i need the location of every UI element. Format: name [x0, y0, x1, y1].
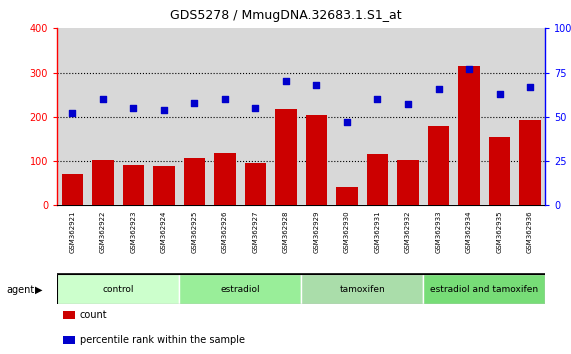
Bar	[57, 274, 179, 304]
Point	[525, 84, 534, 90]
Point	[312, 82, 321, 88]
Text: GSM362923: GSM362923	[130, 211, 136, 253]
Text: GSM362926: GSM362926	[222, 211, 228, 253]
Bar	[275, 109, 296, 205]
Text: GSM362928: GSM362928	[283, 211, 289, 253]
Bar	[428, 126, 449, 205]
Bar	[489, 137, 510, 205]
Point	[190, 100, 199, 105]
Bar	[153, 166, 175, 205]
Point	[495, 91, 504, 97]
Point	[129, 105, 138, 111]
Text: GSM362921: GSM362921	[69, 211, 75, 253]
Bar	[423, 274, 545, 304]
Text: count: count	[80, 310, 107, 320]
Bar	[184, 158, 205, 205]
Point	[68, 110, 77, 116]
Bar	[301, 274, 423, 304]
Point	[434, 86, 443, 91]
Text: GSM362934: GSM362934	[466, 211, 472, 253]
Bar	[92, 160, 114, 205]
Bar	[306, 115, 327, 205]
Text: estradiol and tamoxifen: estradiol and tamoxifen	[430, 285, 538, 294]
Text: tamoxifen: tamoxifen	[339, 285, 385, 294]
Text: ▶: ▶	[35, 285, 43, 295]
Text: GSM362936: GSM362936	[527, 211, 533, 253]
Point	[404, 102, 413, 107]
Point	[343, 119, 352, 125]
Text: GSM362925: GSM362925	[191, 211, 198, 253]
Point	[464, 66, 473, 72]
Text: GSM362931: GSM362931	[375, 211, 380, 253]
Text: GSM362929: GSM362929	[313, 211, 319, 253]
Point	[251, 105, 260, 111]
Text: GSM362932: GSM362932	[405, 211, 411, 253]
Point	[159, 107, 168, 113]
Point	[373, 96, 382, 102]
Bar	[336, 187, 357, 205]
Point	[220, 96, 230, 102]
Bar	[214, 153, 236, 205]
Point	[98, 96, 107, 102]
Text: GDS5278 / MmugDNA.32683.1.S1_at: GDS5278 / MmugDNA.32683.1.S1_at	[170, 9, 401, 22]
Point	[282, 79, 291, 84]
Text: percentile rank within the sample: percentile rank within the sample	[80, 335, 245, 345]
Text: GSM362935: GSM362935	[497, 211, 502, 253]
Bar	[459, 66, 480, 205]
Text: control: control	[102, 285, 134, 294]
Text: GSM362924: GSM362924	[161, 211, 167, 253]
Text: GSM362930: GSM362930	[344, 211, 350, 253]
Bar	[245, 163, 266, 205]
Text: agent: agent	[7, 285, 35, 295]
Bar	[520, 120, 541, 205]
Bar	[123, 165, 144, 205]
Bar	[397, 160, 419, 205]
Text: GSM362933: GSM362933	[436, 211, 441, 253]
Bar	[62, 175, 83, 205]
Text: estradiol: estradiol	[220, 285, 260, 294]
Bar	[367, 154, 388, 205]
Bar	[179, 274, 301, 304]
Text: GSM362922: GSM362922	[100, 211, 106, 253]
Text: GSM362927: GSM362927	[252, 211, 259, 253]
